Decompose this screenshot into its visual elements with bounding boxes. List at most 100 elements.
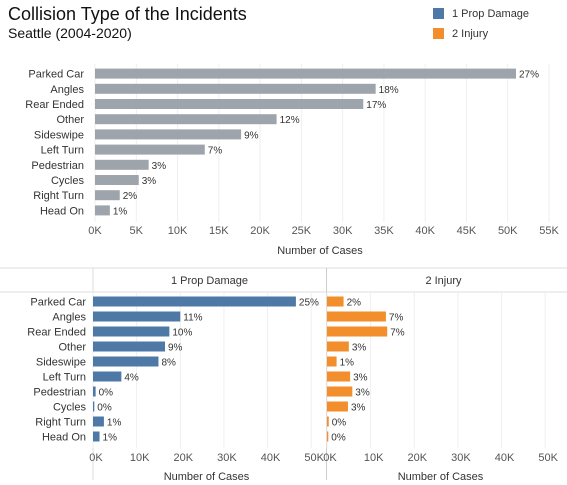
category-label-cycles: Cycles [53,402,87,414]
data-label-angles: 18% [379,85,399,96]
category-label-right-turn: Right Turn [35,417,86,429]
x-tick-label: 30K [333,225,353,237]
bar-parked-car [95,68,516,79]
bar-sideswipe [95,129,242,140]
panel-header-band [1,268,567,292]
x-tick-label: 20K [250,225,270,237]
data-label-1-prop-damage-head-on: 1% [103,433,118,444]
x-tick-label-2-injury: 50K [538,452,558,464]
bar-2-injury-pedestrian [327,386,353,397]
data-label-sideswipe: 9% [244,130,259,141]
data-label-1-prop-damage-rear-ended: 10% [172,328,192,339]
x-tick-label: 5K [130,225,144,237]
data-label-2-injury-rear-ended: 7% [390,328,405,339]
bar-2-injury-angles [327,311,386,322]
bar-cycles [95,175,139,185]
data-label-2-injury-pedestrian: 3% [355,388,370,399]
x-tick-label: 45K [457,225,477,237]
x-axis-title: Number of Cases [277,245,363,257]
legend: 1 Prop Damage 2 Injury [433,5,563,45]
x-tick-label-1-prop-damage: 40K [261,452,281,464]
category-label-head-on: Head On [42,432,86,444]
x-tick-label: 15K [209,225,229,237]
x-tick-label: 50K [498,225,518,237]
data-label-1-prop-damage-other: 9% [168,343,183,354]
category-label-right-turn: Right Turn [33,190,84,202]
x-tick-label-1-prop-damage: 30K [217,452,237,464]
legend-item-injury[interactable]: 2 Injury [433,25,563,42]
category-label-sideswipe: Sideswipe [36,357,86,369]
data-label-1-prop-damage-sideswipe: 8% [161,358,176,369]
panel-header-1-prop-damage: 1 Prop Damage [171,275,248,287]
bar-rear-ended [95,99,364,109]
data-label-1-prop-damage-left-turn: 4% [124,373,139,384]
x-tick-label-1-prop-damage: 10K [130,452,150,464]
legend-item-prop-damage[interactable]: 1 Prop Damage [433,5,563,22]
x-tick-label: 25K [292,225,312,237]
legend-label-prop-damage: 1 Prop Damage [452,7,530,20]
category-label-rear-ended: Rear Ended [25,99,84,111]
bar-2-injury-left-turn [327,371,351,382]
category-label-left-turn: Left Turn [41,145,84,157]
data-label-2-injury-angles: 7% [389,313,404,324]
x-tick-label-1-prop-damage: 0K [89,452,103,464]
data-label-2-injury-parked-car: 2% [347,298,362,309]
category-label-rear-ended: Rear Ended [27,327,86,339]
bar-2-injury-right-turn [327,416,329,427]
panel-header-2-injury: 2 Injury [425,275,462,287]
category-label-pedestrian: Pedestrian [33,387,86,399]
bar-other [95,114,277,125]
data-label-1-prop-damage-cycles: 0% [97,403,112,414]
category-label-parked-car: Parked Car [30,297,86,309]
x-tick-label: 35K [374,225,394,237]
data-label-2-injury-sideswipe: 1% [340,358,355,369]
data-label-1-prop-damage-pedestrian: 0% [99,388,114,399]
category-label-cycles: Cycles [51,175,85,187]
bar-angles [95,83,376,94]
data-label-2-injury-cycles: 3% [351,403,366,414]
data-label-1-prop-damage-angles: 11% [183,313,202,324]
bar-1-prop-damage-sideswipe [93,356,159,367]
category-label-other: Other [58,342,86,354]
bar-2-injury-parked-car [327,296,344,307]
split-bar-chart: 1 Prop Damage 0K 10K 20K 30K 40K 50K 25% 11% 10% 9… [0,267,567,483]
bar-1-prop-damage-rear-ended [93,326,170,337]
bar-head-on [95,205,110,216]
bar-2-injury-sideswipe [327,356,337,367]
data-label-right-turn: 2% [123,191,138,202]
category-label-other: Other [56,114,84,126]
chart-subtitle: Seattle (2004-2020) [8,25,132,41]
data-label-cycles: 3% [142,176,157,187]
x-tick-label: 0K [88,225,102,237]
bar-1-prop-damage-right-turn [93,416,104,427]
x-tick-label-2-injury: 10K [364,452,384,464]
x-axis-title-2-injury: Number of Cases [398,471,484,483]
data-label-1-prop-damage-parked-car: 25% [299,298,319,309]
chart-header: Collision Type of the Incidents Seattle … [0,0,567,60]
legend-swatch-injury [433,28,444,39]
category-label-left-turn: Left Turn [43,372,86,384]
data-label-parked-car: 27% [519,70,539,81]
x-axis-title-1-prop-damage: Number of Cases [164,471,250,483]
bar-1-prop-damage-parked-car [93,296,296,307]
category-label-angles: Angles [52,312,86,324]
x-tick-label-2-injury: 40K [495,452,515,464]
bar-1-prop-damage-left-turn [93,371,122,382]
legend-label-injury: 2 Injury [452,27,489,40]
x-tick-label: 40K [415,225,435,237]
bar-1-prop-damage-pedestrian [93,386,96,397]
chart-title: Collision Type of the Incidents [8,4,247,24]
x-tick-label: 55K [539,225,559,237]
data-label-2-injury-left-turn: 3% [353,373,368,384]
x-tick-label-1-prop-damage: 20K [173,452,193,464]
category-label-parked-car: Parked Car [28,69,84,81]
x-tick-label-1-prop-damage: 50K [304,452,324,464]
category-label-pedestrian: Pedestrian [31,160,84,172]
data-label-left-turn: 7% [208,146,223,157]
x-tick-label-2-injury: 0K [323,452,337,464]
bar-2-injury-cycles [327,401,348,412]
bar-right-turn [95,190,120,201]
x-tick-label-2-injury: 20K [407,452,427,464]
bar-pedestrian [95,159,149,170]
bar-2-injury-other [327,341,349,352]
